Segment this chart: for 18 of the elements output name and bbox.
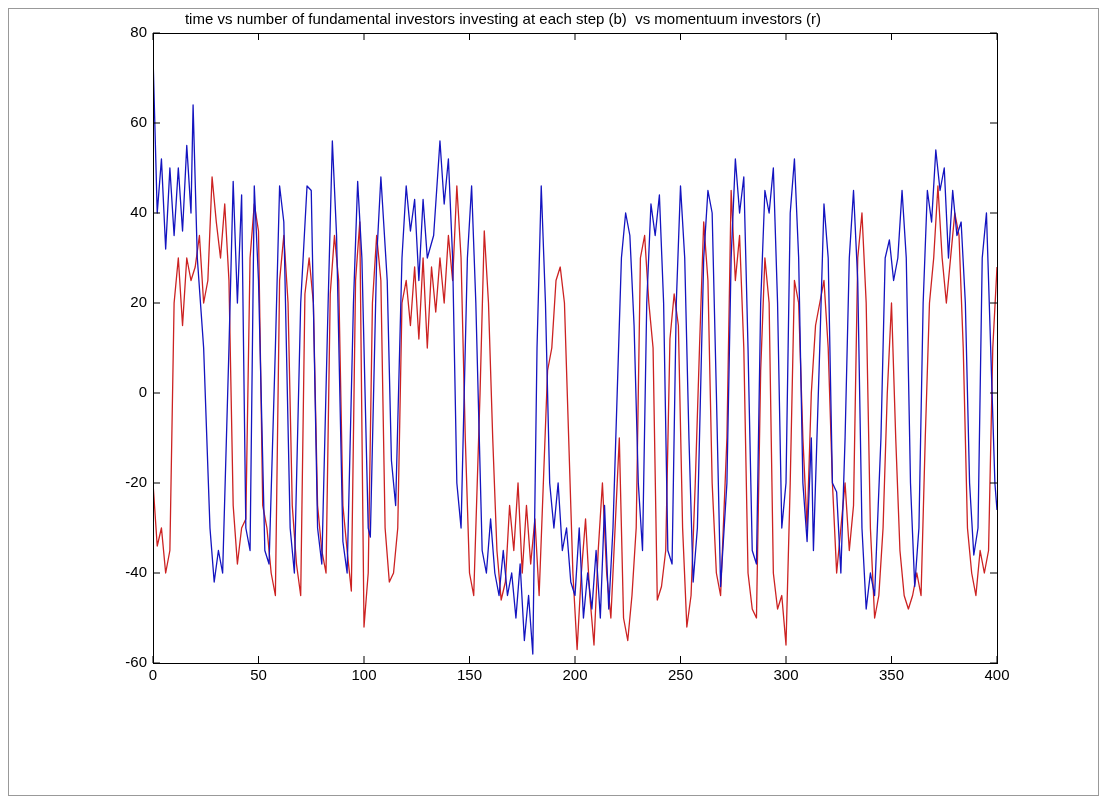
y-tick-label: 40 (130, 203, 147, 221)
chart-title: time vs number of fundamental investors investing at each step (b) vs momentuum investors (r) (184, 10, 822, 28)
y-tick-label: -60 (125, 653, 147, 671)
x-tick-label: 150 (456, 666, 483, 684)
x-tick-label: 350 (878, 666, 905, 684)
x-tick-label: 50 (250, 666, 267, 684)
y-tick-label: -20 (125, 473, 147, 491)
x-tick-label: 100 (351, 666, 377, 684)
x-tick-label: 300 (773, 666, 799, 684)
x-tick-label: 400 (984, 666, 1010, 684)
y-tick-label: 60 (130, 113, 147, 131)
y-tick-label: -40 (125, 563, 147, 581)
x-tick-label: 200 (562, 666, 588, 684)
x-tick-label: 0 (148, 666, 158, 684)
y-tick-label: 80 (130, 23, 147, 41)
y-tick-label: 20 (130, 293, 147, 311)
y-tick-label: 0 (138, 383, 147, 401)
x-tick-label: 250 (667, 666, 694, 684)
